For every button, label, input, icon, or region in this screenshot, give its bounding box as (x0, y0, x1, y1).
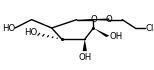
Text: Cl: Cl (145, 24, 154, 32)
Text: OH: OH (78, 53, 91, 62)
Text: O: O (90, 15, 97, 24)
Polygon shape (77, 18, 109, 21)
Text: OH: OH (109, 32, 122, 41)
Text: HO: HO (24, 28, 37, 37)
Polygon shape (93, 28, 109, 37)
Text: O: O (106, 15, 113, 24)
Text: HO: HO (2, 24, 15, 32)
Polygon shape (83, 39, 87, 51)
